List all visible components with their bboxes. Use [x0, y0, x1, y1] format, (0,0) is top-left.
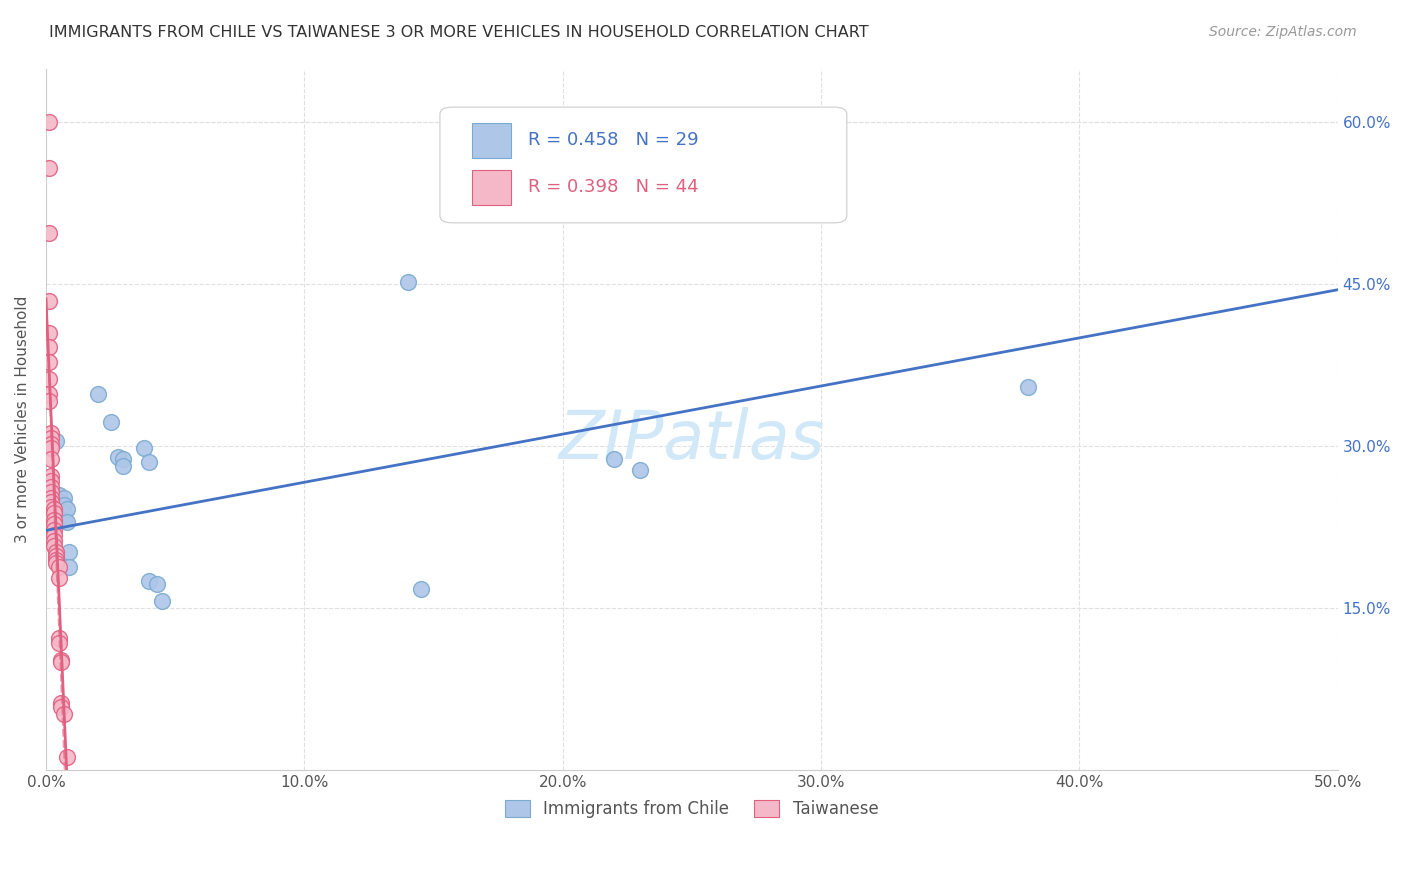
Point [38, 226, 60, 240]
Point [42, 506, 65, 520]
Point [51, 653, 73, 667]
Point [51, 700, 73, 714]
Point [39, 452, 62, 467]
Point [42, 539, 65, 553]
Point [39, 431, 62, 445]
Point [39, 474, 62, 488]
Point [603, 452, 626, 467]
Point [38, 340, 60, 354]
Point [51, 495, 73, 509]
FancyBboxPatch shape [472, 169, 510, 205]
Point [48, 560, 70, 574]
Point [107, 450, 129, 464]
Point [48, 635, 70, 649]
Point [53, 513, 76, 527]
Point [39, 480, 62, 494]
Point [48, 632, 70, 646]
Point [39, 426, 62, 441]
Point [396, 275, 419, 289]
Point [45, 549, 67, 564]
Point [138, 455, 160, 469]
Point [42, 524, 65, 538]
Text: IMMIGRANTS FROM CHILE VS TAIWANESE 3 OR MORE VEHICLES IN HOUSEHOLD CORRELATION C: IMMIGRANTS FROM CHILE VS TAIWANESE 3 OR … [49, 25, 869, 40]
FancyBboxPatch shape [472, 123, 510, 158]
FancyBboxPatch shape [440, 107, 846, 223]
Point [58, 545, 80, 559]
Point [39, 469, 62, 483]
Point [42, 516, 65, 531]
Point [1017, 380, 1039, 394]
Point [38, 326, 60, 340]
Point [138, 574, 160, 589]
Point [38, 393, 60, 408]
Point [45, 552, 67, 566]
Y-axis label: 3 or more Vehicles in Household: 3 or more Vehicles in Household [15, 295, 30, 543]
Point [146, 577, 169, 591]
Point [51, 655, 73, 669]
Point [55, 750, 77, 764]
Point [42, 534, 65, 549]
Point [53, 706, 76, 721]
Text: Source: ZipAtlas.com: Source: ZipAtlas.com [1209, 25, 1357, 39]
Point [58, 560, 80, 574]
Point [134, 442, 156, 456]
Point [86, 387, 108, 401]
Text: R = 0.398   N = 44: R = 0.398 N = 44 [527, 178, 699, 196]
Point [42, 501, 65, 516]
Point [409, 582, 432, 596]
Point [45, 434, 67, 448]
Point [53, 498, 76, 512]
Point [150, 593, 173, 607]
Point [39, 500, 62, 514]
Point [48, 488, 70, 502]
Point [38, 115, 60, 129]
Point [51, 501, 73, 516]
Point [38, 293, 60, 308]
Point [112, 452, 135, 467]
Point [39, 442, 62, 456]
Point [38, 387, 60, 401]
Point [53, 491, 76, 505]
Point [100, 416, 122, 430]
Point [628, 463, 651, 477]
Point [42, 527, 65, 541]
Point [53, 506, 76, 520]
Text: R = 0.458   N = 29: R = 0.458 N = 29 [527, 131, 699, 150]
Text: ZIPatlas: ZIPatlas [558, 408, 825, 474]
Point [39, 491, 62, 505]
Point [45, 556, 67, 570]
Point [51, 506, 73, 520]
Point [48, 495, 70, 509]
Point [51, 696, 73, 710]
Point [48, 571, 70, 585]
Point [55, 501, 77, 516]
Point [39, 484, 62, 499]
Point [55, 515, 77, 529]
Point [38, 372, 60, 386]
Point [39, 495, 62, 509]
Point [38, 355, 60, 369]
Point [42, 513, 65, 527]
Point [112, 458, 135, 473]
Point [38, 161, 60, 175]
Point [39, 437, 62, 451]
Legend: Immigrants from Chile, Taiwanese: Immigrants from Chile, Taiwanese [499, 793, 886, 825]
Point [45, 545, 67, 559]
